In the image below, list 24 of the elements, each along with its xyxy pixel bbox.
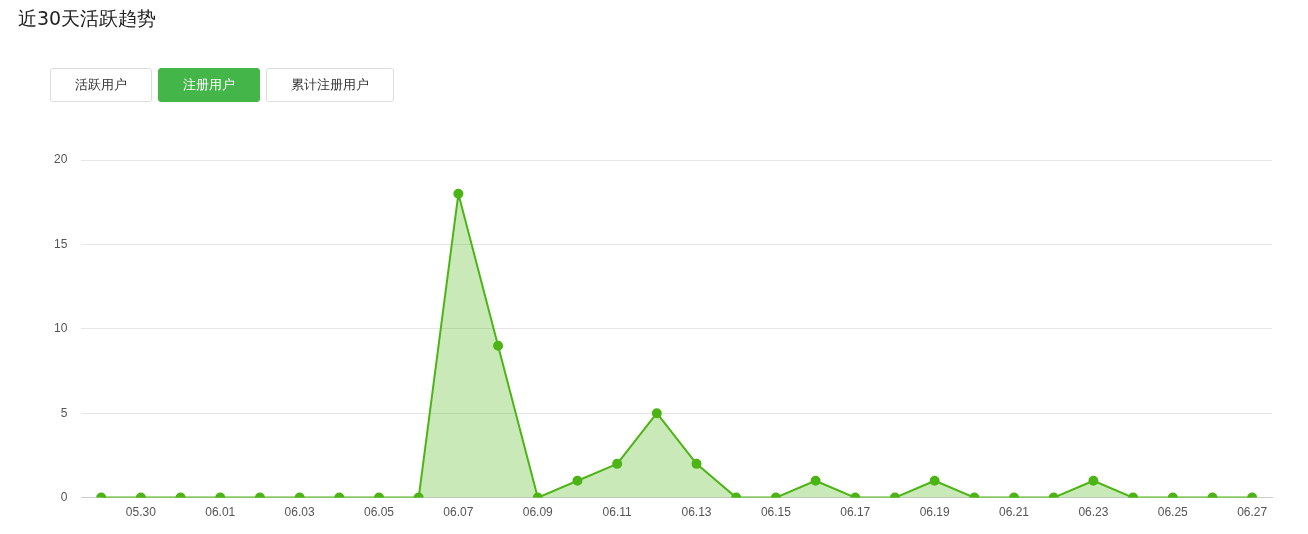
y-tick-label: 20 [53, 152, 68, 167]
x-tick-label: 06.03 [284, 505, 315, 520]
y-tick-label: 10 [53, 321, 68, 336]
x-tick-label: 06.05 [364, 505, 395, 520]
x-tick-label: 06.25 [1157, 505, 1189, 520]
x-tick-label: 06.21 [999, 505, 1030, 520]
x-tick-label: 06.01 [205, 505, 236, 520]
x-tick-label: 06.19 [919, 505, 950, 520]
x-tick-label: 06.27 [1237, 505, 1268, 520]
chart-title: 近30天活跃趋势 [18, 6, 157, 31]
y-tick-label: 5 [60, 405, 68, 420]
x-tick-label: 06.17 [840, 505, 871, 520]
x-tick-label: 06.23 [1078, 505, 1109, 520]
y-tick-label: 15 [53, 236, 68, 251]
text: 活跃用户 [50, 68, 152, 102]
y-tick-label: 0 [60, 489, 68, 504]
x-tick-label: 05.30 [125, 505, 157, 520]
x-tick-label: 06.15 [760, 505, 792, 520]
text: 注册用户 [158, 68, 260, 102]
x-tick-label: 06.09 [522, 505, 554, 520]
text: 累计注册用户 [266, 68, 394, 102]
x-tick-label: 06.13 [681, 505, 712, 520]
x-tick-label: 06.11 [602, 505, 633, 520]
x-tick-label: 06.07 [443, 505, 474, 520]
